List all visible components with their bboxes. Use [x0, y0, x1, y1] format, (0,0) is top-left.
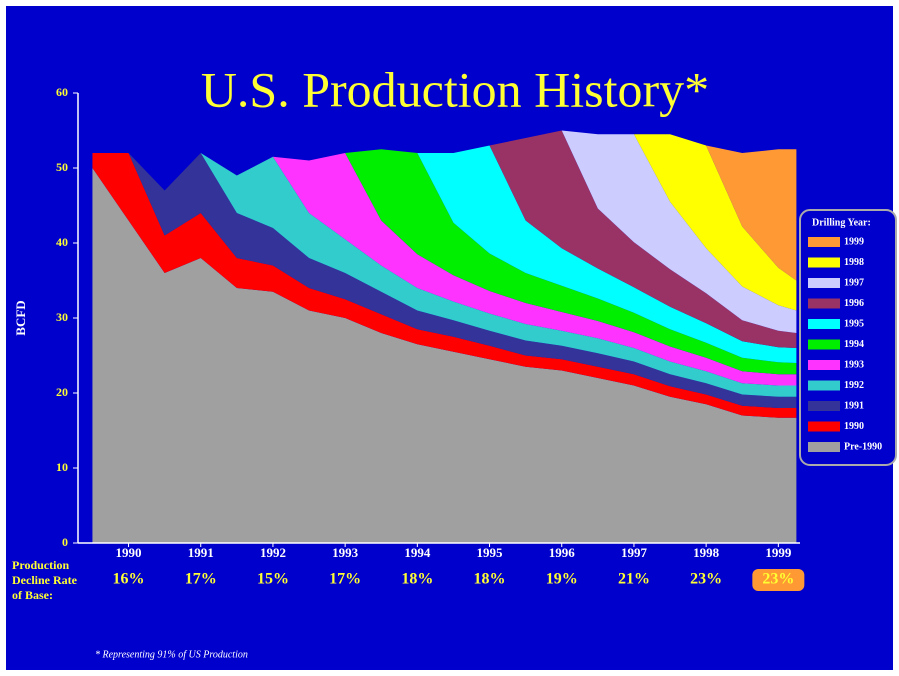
x-tick-label: 1998	[693, 545, 720, 560]
area	[92, 153, 797, 397]
legend-swatch	[808, 298, 840, 309]
legend-swatch	[808, 257, 840, 268]
area	[92, 145, 797, 363]
y-tick-label: 30	[56, 310, 68, 324]
legend-swatch	[808, 442, 840, 452]
legend-label: 1999	[844, 236, 864, 247]
legend-label: 1998	[844, 257, 864, 268]
legend-label: 1997	[844, 277, 864, 288]
legend-swatch	[808, 278, 840, 288]
legend-label: 1990	[844, 421, 864, 432]
legend-label: 1991	[844, 400, 864, 411]
legend-swatch	[808, 421, 840, 432]
y-tick-label: 50	[56, 160, 68, 174]
legend-label: Pre-1990	[844, 441, 882, 452]
decline-rate: 18%	[401, 571, 433, 588]
x-tick-label: 1997	[621, 545, 648, 560]
x-tick-label: 1993	[332, 545, 359, 560]
decline-label: of Base:	[12, 588, 53, 602]
y-tick-label: 10	[56, 460, 68, 474]
decline-rate: 18%	[474, 571, 506, 588]
decline-rate: 17%	[185, 571, 217, 588]
x-tick-label: 1995	[477, 545, 504, 560]
legend-label: 1996	[844, 298, 864, 309]
decline-label: Decline Rate	[12, 573, 78, 587]
y-tick-label: 0	[62, 535, 68, 549]
decline-rate: 21%	[618, 571, 650, 588]
x-tick-label: 1992	[260, 545, 286, 560]
decline-rate: 23%	[690, 571, 722, 588]
footnote: * Representing 91% of US Production	[95, 649, 248, 660]
decline-rate: 16%	[113, 571, 145, 588]
x-tick-label: 1994	[404, 545, 431, 560]
area	[92, 149, 797, 375]
x-tick-label: 1996	[549, 545, 576, 560]
chart-title: U.S. Production History*	[201, 61, 709, 117]
legend-swatch	[808, 401, 840, 411]
legend-swatch	[808, 339, 840, 350]
y-tick-label: 40	[56, 235, 68, 249]
area	[92, 130, 797, 348]
decline-rate: 19%	[546, 571, 578, 588]
x-tick-label: 1990	[116, 545, 142, 560]
y-tick-label: 20	[56, 385, 68, 399]
area	[92, 168, 797, 543]
legend-label: 1994	[844, 339, 864, 350]
y-tick-label: 60	[56, 85, 68, 99]
decline-rate: 23%	[762, 571, 794, 588]
legend-swatch	[808, 319, 840, 329]
decline-label: Production	[12, 558, 69, 572]
y-axis-label: BCFD	[13, 300, 28, 335]
legend-label: 1993	[844, 359, 864, 370]
legend-swatch	[808, 380, 840, 391]
rate-highlight	[752, 569, 805, 591]
decline-rate: 17%	[329, 571, 361, 588]
legend-swatch	[808, 360, 840, 370]
area	[92, 130, 797, 333]
decline-rate: 15%	[257, 571, 289, 588]
legend-label: 1995	[844, 318, 864, 329]
legend-title: Drilling Year:	[812, 217, 871, 228]
legend-swatch	[808, 237, 840, 247]
x-tick-label: 1999	[765, 545, 792, 560]
x-tick-label: 1991	[188, 545, 214, 560]
legend-label: 1992	[844, 380, 864, 391]
